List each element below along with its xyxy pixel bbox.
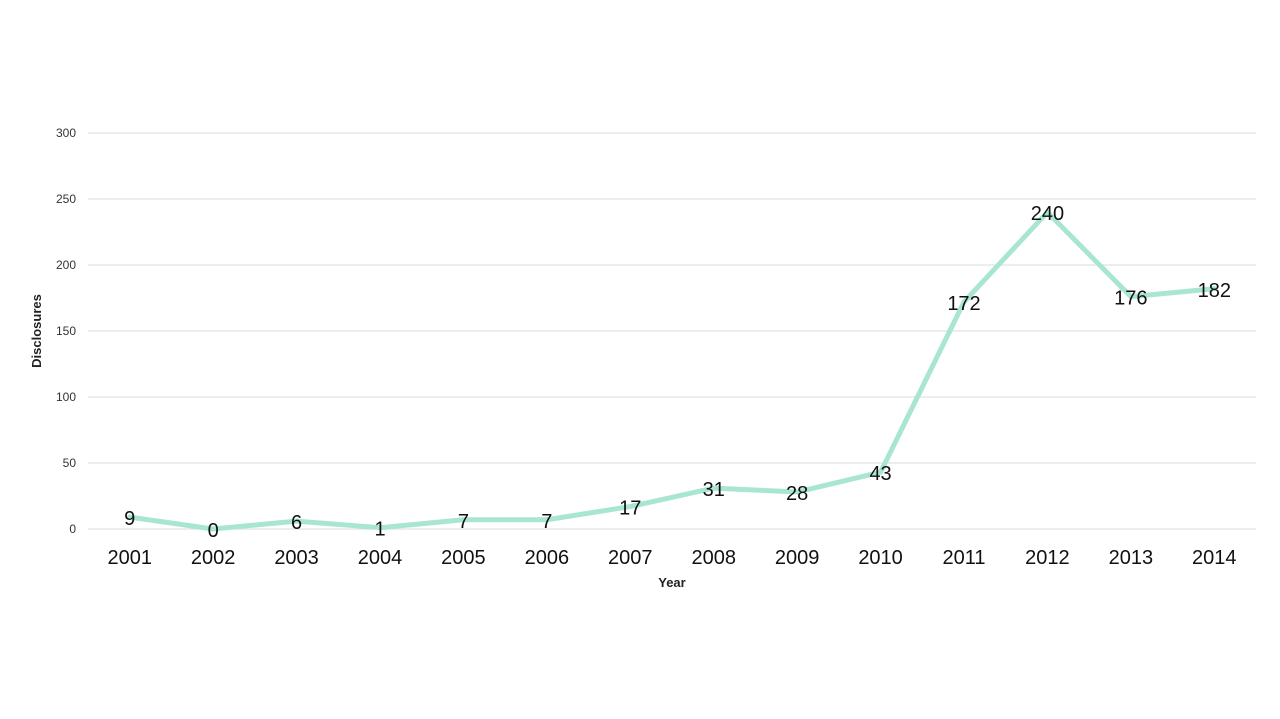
data-point — [1044, 209, 1050, 215]
series-line — [127, 209, 1217, 532]
data-point — [961, 299, 967, 305]
x-axis-title: Year — [658, 575, 685, 590]
data-label: 240 — [1031, 203, 1064, 225]
x-tick-label: 2006 — [525, 547, 570, 569]
y-tick-label: 100 — [56, 390, 76, 404]
data-label: 7 — [541, 511, 552, 533]
data-label: 182 — [1198, 280, 1231, 302]
data-label: 28 — [786, 483, 808, 505]
data-point — [460, 517, 466, 523]
data-label: 43 — [869, 463, 891, 485]
y-tick-label: 200 — [56, 258, 76, 272]
x-tick-label: 2014 — [1192, 547, 1237, 569]
x-tick-label: 2009 — [775, 547, 820, 569]
data-point — [878, 469, 884, 475]
data-point — [127, 514, 133, 520]
x-tick-label: 2003 — [274, 547, 319, 569]
x-tick-label: 2010 — [858, 547, 903, 569]
y-tick-label: 150 — [56, 324, 76, 338]
y-axis-title: Disclosures — [29, 294, 44, 368]
data-point — [210, 526, 216, 532]
data-label: 0 — [208, 520, 219, 542]
x-tick-label: 2013 — [1109, 547, 1154, 569]
data-point — [711, 485, 717, 491]
series-layer — [127, 209, 1217, 532]
y-tick-label: 50 — [63, 456, 77, 470]
data-label: 17 — [619, 498, 641, 520]
x-tick-label: 2002 — [191, 547, 236, 569]
y-tick-label: 300 — [56, 126, 76, 140]
x-tick-label: 2004 — [358, 547, 403, 569]
data-point — [627, 504, 633, 510]
data-label: 9 — [124, 508, 135, 530]
data-label: 31 — [703, 479, 725, 501]
data-label: 172 — [947, 293, 980, 315]
x-tick-label: 2012 — [1025, 547, 1070, 569]
x-tick-label: 2007 — [608, 547, 653, 569]
data-point — [1211, 286, 1217, 292]
x-tick-label: 2005 — [441, 547, 486, 569]
data-point — [294, 518, 300, 524]
y-tick-label: 250 — [56, 192, 76, 206]
y-tick-label: 0 — [69, 522, 76, 536]
data-point — [544, 517, 550, 523]
data-label: 6 — [291, 512, 302, 534]
data-label: 1 — [374, 519, 385, 541]
gridlines — [88, 132, 1256, 530]
data-label: 7 — [458, 511, 469, 533]
x-tick-label: 2001 — [107, 547, 152, 569]
x-axis-ticks: 2001 2002 2003 2004 2005 2006 2007 2008 2009 2010… — [107, 547, 1236, 569]
y-axis-ticks: 0 50 100 150 200 250 300 — [56, 126, 76, 536]
x-tick-label: 2008 — [691, 547, 736, 569]
data-point — [377, 525, 383, 531]
x-tick-label: 2011 — [942, 547, 985, 569]
data-point — [794, 489, 800, 495]
data-label: 176 — [1114, 288, 1147, 310]
data-point — [1128, 294, 1134, 300]
